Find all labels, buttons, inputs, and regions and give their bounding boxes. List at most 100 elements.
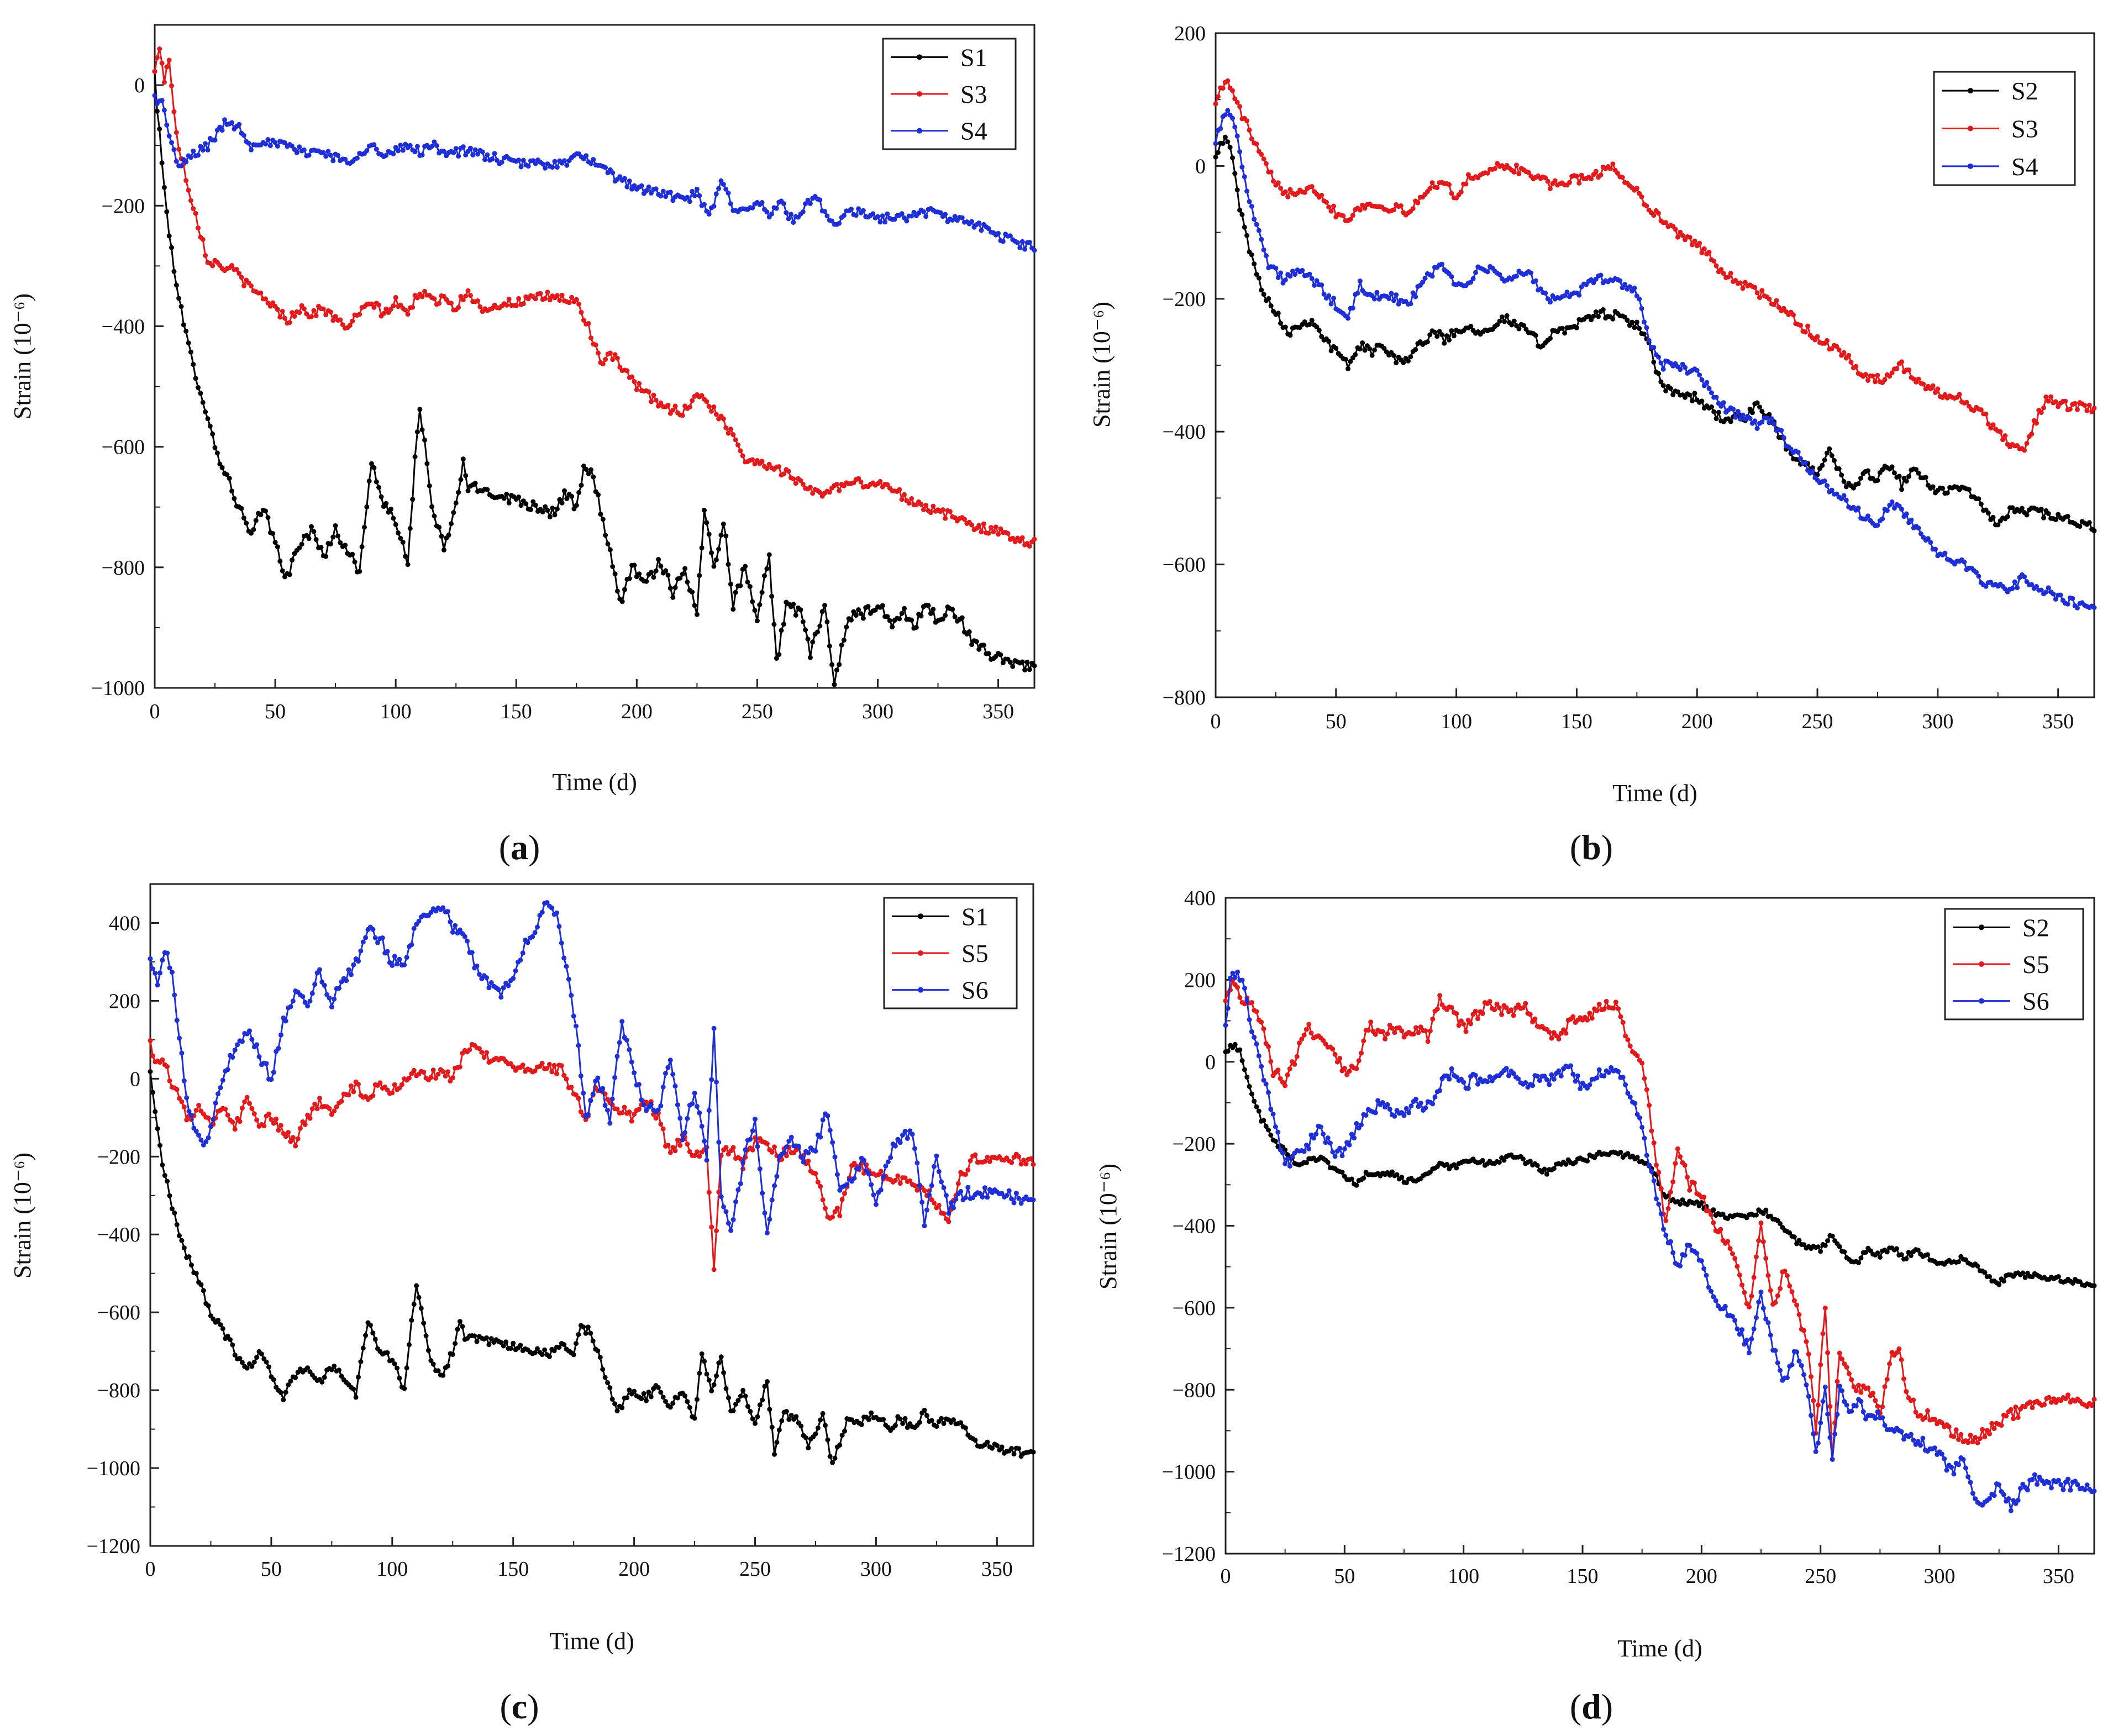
data-point [1520,1005,1526,1011]
x-tick-label: 350 [2043,1565,2074,1588]
data-point [198,1282,204,1287]
data-point [1021,1158,1026,1163]
data-point [1343,356,1348,362]
data-point [750,457,755,462]
data-point [191,362,196,367]
data-point [677,1143,683,1148]
data-point [1318,1124,1323,1130]
data-point [2068,1487,2073,1493]
x-tick-label: 300 [1924,1565,1956,1588]
data-point [1261,156,1266,162]
data-point [697,1154,702,1159]
data-point [533,296,538,302]
data-point [1013,1191,1019,1196]
data-point [999,1444,1005,1450]
data-point [1249,136,1254,141]
data-point [1798,456,1803,461]
data-point [430,1067,436,1073]
data-point [946,1219,952,1224]
data-point [1361,1038,1366,1044]
data-point [288,1379,293,1384]
data-point [677,575,683,581]
data-point [1827,446,1832,451]
data-point [583,1330,588,1336]
data-point [358,948,364,954]
data-point [743,1147,748,1153]
data-point [416,918,422,924]
data-point [1261,1118,1266,1123]
data-point [590,1091,596,1097]
data-point [309,314,314,319]
data-point [364,504,370,509]
data-point [1390,1169,1395,1175]
plot-frame [149,883,1034,1547]
data-point [171,147,177,152]
data-point [1360,340,1365,345]
data-point [897,1140,903,1145]
data-point [639,183,644,188]
data-point [941,1185,947,1191]
data-point [996,230,1001,236]
data-point [1328,208,1334,214]
data-point [1544,1077,1549,1082]
data-point [837,488,842,493]
data-point [200,399,206,405]
data-point [757,1166,763,1171]
data-point [709,1224,714,1230]
data-point [1713,394,1719,400]
data-point [440,1069,446,1074]
data-point [1362,348,1368,353]
data-point [486,1342,492,1348]
data-point [1875,1250,1880,1256]
data-point [1829,453,1835,458]
data-point [554,293,560,298]
data-point [516,296,522,301]
data-point [1261,247,1266,252]
data-point [1463,181,1469,187]
data-point [738,1393,743,1399]
data-point [832,682,837,687]
data-point [784,1153,789,1159]
data-point [178,304,184,309]
data-point [651,575,656,580]
data-point [1835,1379,1840,1384]
y-tick-label: −1200 [87,1535,140,1558]
data-point [2086,520,2092,525]
data-point [1354,1121,1359,1126]
data-point [1899,1357,1904,1363]
data-point [2015,585,2020,591]
data-point [959,215,965,220]
data-point [815,629,820,635]
data-point [766,552,772,557]
data-point [1314,278,1320,283]
data-point [1806,1351,1811,1357]
data-point [699,1124,705,1129]
data-point [412,149,418,155]
data-point [590,1338,596,1344]
data-point [1873,1416,1878,1421]
data-point [1718,267,1724,272]
data-point [660,1395,666,1400]
data-point [161,80,167,85]
data-point [1670,1179,1676,1185]
data-point [588,1098,593,1103]
data-point [875,214,880,219]
data-point [822,603,827,608]
data-point [1354,1066,1359,1071]
x-tick-label: 0 [1211,710,1221,733]
data-point [1223,998,1228,1003]
data-point [179,1099,185,1104]
data-point [1530,1083,1536,1088]
data-point [1915,1248,1921,1253]
data-point [1244,233,1250,238]
data-point [184,1095,190,1101]
data-point [1843,498,1849,503]
data-point [1706,386,1712,391]
data-point [1732,1318,1738,1323]
data-point [237,1119,243,1124]
data-point [735,442,740,448]
data-point [1254,1009,1259,1014]
data-point [1232,124,1238,130]
legend-marker [918,950,923,956]
data-point [1523,1080,1528,1085]
